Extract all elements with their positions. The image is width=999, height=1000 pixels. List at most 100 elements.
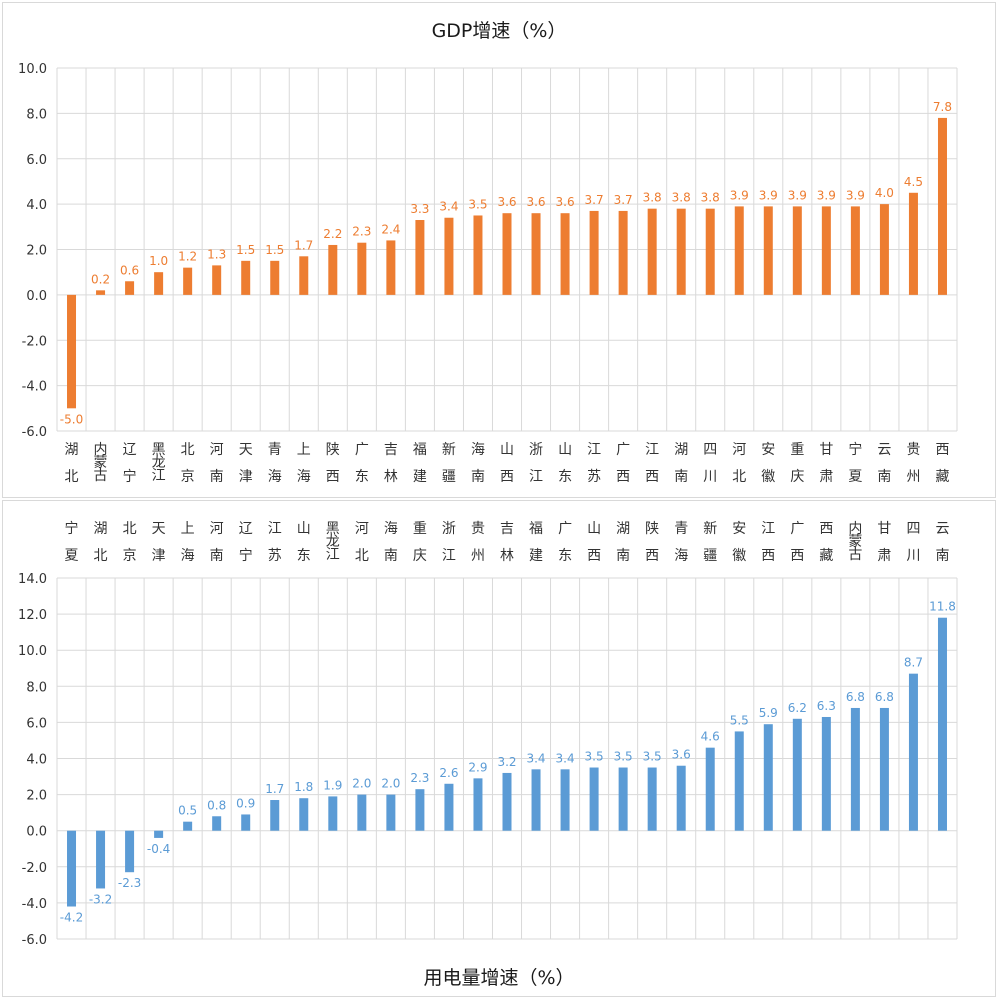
bar: [357, 794, 367, 831]
chart-title: 用电量增速（%）: [423, 967, 574, 989]
category-label: 湖南: [674, 442, 688, 485]
category-label: 云南: [935, 521, 949, 564]
data-label: -0.4: [147, 842, 170, 856]
bar: [444, 217, 454, 295]
data-label: 11.8: [929, 600, 956, 614]
category-label: 四川: [906, 521, 920, 564]
bar: [154, 272, 164, 295]
bar: [444, 783, 454, 831]
y-tick-label: 2.0: [26, 789, 47, 804]
data-label: -2.3: [118, 876, 141, 890]
bar: [734, 206, 744, 295]
bar: [386, 794, 396, 831]
category-label: 广东: [558, 521, 572, 564]
category-label: 重庆: [790, 442, 804, 485]
category-label: 甘肃: [877, 521, 891, 564]
bar: [908, 192, 918, 295]
category-label: 黑龙江: [326, 521, 340, 563]
category-label: 辽宁: [123, 442, 137, 485]
category-label: 西藏: [935, 442, 949, 485]
bar: [792, 718, 802, 831]
data-label: 0.9: [236, 796, 255, 810]
bar: [937, 617, 947, 831]
y-tick-label: -6.0: [22, 933, 47, 948]
data-label: 1.9: [323, 778, 342, 792]
data-label: 6.3: [817, 699, 836, 713]
data-label: 0.8: [207, 798, 226, 812]
bar: [705, 208, 715, 295]
data-label: 2.3: [410, 771, 429, 785]
data-label: 4.0: [875, 186, 894, 200]
data-label: 3.9: [788, 188, 807, 202]
category-label: 福建: [413, 442, 427, 485]
data-label: 2.4: [381, 222, 400, 236]
category-label: 广西: [790, 521, 804, 564]
bar: [96, 830, 106, 889]
data-label: 1.2: [178, 250, 197, 264]
category-label: 黑龙江: [152, 442, 166, 484]
category-label: 上海: [297, 442, 311, 485]
category-label: 山东: [558, 442, 572, 485]
data-label: 2.9: [468, 760, 487, 774]
category-label: 湖北: [94, 521, 108, 564]
bar: [763, 724, 773, 831]
y-tick-label: 8.0: [26, 107, 47, 122]
data-label: 3.9: [817, 188, 836, 202]
gdp-growth-chart: GDP增速（%） -6.0 -4.0 -2.0 0.0 2.0 4.0 6.0 8.0 10.0…: [18, 20, 958, 485]
y-tick-label: 6.0: [26, 153, 47, 168]
category-label: 吉林: [384, 442, 398, 485]
bar: [328, 796, 338, 831]
y-tick-label: -4.0: [22, 897, 47, 912]
data-label: 3.6: [497, 195, 516, 209]
bar: [241, 814, 251, 831]
bar: [850, 206, 860, 295]
data-label: 1.7: [294, 238, 313, 252]
bar: [792, 206, 802, 295]
category-label: 宁夏: [848, 441, 862, 485]
data-label: 0.6: [120, 263, 139, 277]
bar: [183, 821, 193, 831]
bar: [676, 208, 686, 295]
data-label: 1.3: [207, 247, 226, 261]
data-label: 3.7: [585, 193, 604, 207]
data-label: 8.7: [904, 656, 923, 670]
category-label: 天津: [239, 442, 253, 485]
bar: [96, 290, 106, 295]
y-tick-label: 2.0: [26, 244, 47, 259]
data-label: 3.2: [497, 755, 516, 769]
data-label: 6.2: [788, 701, 807, 715]
category-label: 湖北: [65, 442, 79, 485]
y-tick-label: -2.0: [22, 334, 47, 349]
y-tick-label: 0.0: [26, 825, 47, 840]
bar: [618, 767, 628, 831]
y-tick-label: 12.0: [18, 608, 47, 623]
y-tick-label: 14.0: [18, 572, 47, 587]
category-label: 新疆: [442, 442, 456, 485]
category-label: 天津: [152, 521, 166, 564]
data-label: 3.5: [468, 197, 487, 211]
category-label: 江苏: [268, 521, 282, 564]
data-label: -3.2: [89, 892, 112, 906]
bar: [821, 716, 831, 831]
data-label: 3.8: [643, 191, 662, 205]
bar: [154, 830, 164, 838]
data-label: 6.8: [846, 690, 865, 704]
category-label: 上海: [181, 521, 195, 564]
category-label: 海南: [471, 442, 485, 485]
y-tick-label: 0.0: [26, 289, 47, 304]
category-label: 辽宁: [239, 521, 253, 564]
category-label: 宁夏: [65, 520, 79, 564]
category-label: 江西: [761, 521, 775, 564]
category-label: 海南: [384, 521, 398, 564]
electricity-growth-chart: 用电量增速（%） -6.0 -4.0 -2.0 0.0 2.0 4.0 6.0 8.0 10.0…: [18, 520, 958, 989]
bar: [473, 215, 483, 295]
bar: [879, 204, 889, 295]
category-label: 青海: [268, 442, 282, 485]
bar: [212, 265, 222, 295]
data-label: 3.4: [439, 200, 458, 214]
bar: [502, 772, 512, 831]
bar: [879, 707, 889, 831]
data-label: 1.8: [294, 780, 313, 794]
bar: [763, 206, 773, 295]
bar: [618, 210, 628, 295]
